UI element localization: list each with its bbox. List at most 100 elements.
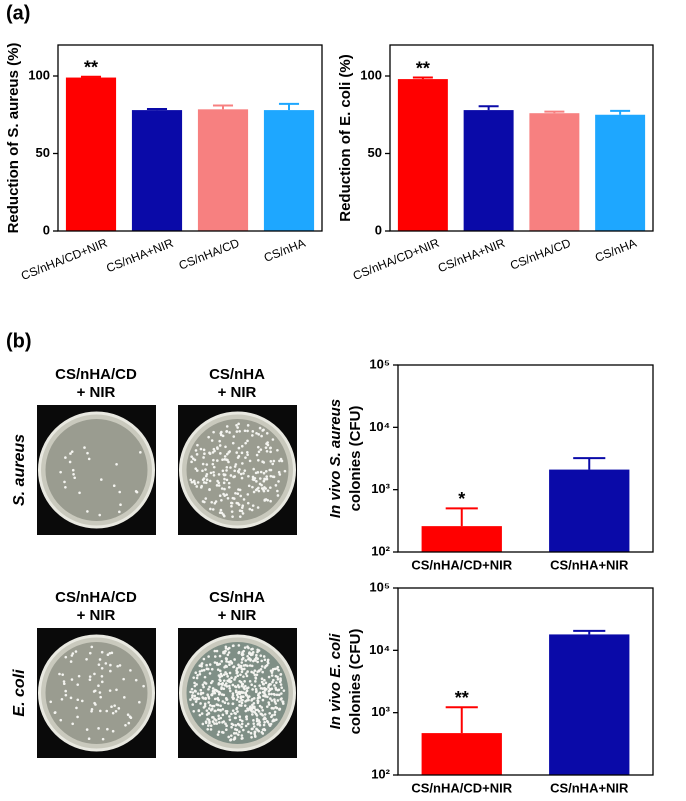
- colony: [260, 712, 263, 716]
- bar: [65, 77, 117, 231]
- colony: [228, 450, 232, 453]
- colony: [211, 687, 215, 690]
- panel-label: (b): [6, 330, 32, 352]
- colony: [240, 719, 244, 723]
- colony: [218, 439, 221, 443]
- colony: [259, 668, 263, 671]
- colony: [260, 665, 264, 668]
- colony: [274, 702, 278, 705]
- colony: [203, 704, 207, 708]
- colony: [234, 712, 237, 715]
- colony: [237, 650, 241, 654]
- colony: [191, 457, 195, 460]
- colony: [269, 486, 272, 489]
- y-axis-label: colonies (CFU): [347, 406, 364, 512]
- colony: [257, 450, 261, 454]
- colony: [258, 691, 262, 695]
- annotation: **: [455, 688, 469, 708]
- colony: [240, 661, 244, 664]
- colony: [254, 488, 258, 492]
- colony: [276, 494, 280, 497]
- plate-header: + NIR: [77, 607, 116, 624]
- colony: [235, 451, 239, 454]
- colony: [243, 680, 246, 683]
- colony: [257, 489, 261, 493]
- colony: [115, 688, 118, 692]
- x-tick-label: CS/nHA/CD: [508, 236, 573, 273]
- colony: [263, 678, 266, 682]
- colony: [252, 719, 255, 722]
- colony: [269, 460, 273, 463]
- bar: [197, 109, 249, 231]
- colony: [237, 733, 240, 736]
- colony: [221, 469, 225, 473]
- colony: [70, 654, 74, 657]
- colony: [245, 717, 248, 721]
- colony: [227, 735, 231, 739]
- colony: [237, 663, 240, 667]
- colony: [257, 458, 260, 462]
- colony: [241, 682, 245, 686]
- colony: [232, 435, 236, 438]
- colony: [240, 691, 244, 694]
- colony: [193, 694, 197, 698]
- colony: [194, 449, 198, 452]
- colony: [194, 690, 197, 693]
- colony: [189, 690, 192, 694]
- colony: [225, 425, 229, 428]
- colony: [228, 687, 231, 690]
- colony: [232, 475, 235, 479]
- colony: [249, 652, 252, 656]
- colony: [254, 676, 257, 679]
- colony: [253, 658, 257, 661]
- colony: [92, 690, 96, 693]
- colony: [256, 694, 260, 697]
- colony: [212, 447, 216, 451]
- colony: [251, 688, 254, 691]
- colony: [238, 515, 242, 518]
- colony: [239, 696, 243, 700]
- colony: [246, 654, 249, 658]
- colony: [273, 710, 277, 714]
- colony: [239, 494, 243, 498]
- colony: [260, 434, 263, 438]
- colony: [198, 670, 202, 673]
- colony: [229, 734, 233, 737]
- plate-header: CS/nHA: [209, 589, 265, 606]
- colony: [218, 721, 221, 724]
- colony: [240, 725, 243, 729]
- colony: [275, 681, 278, 684]
- colony: [268, 711, 271, 715]
- colony: [97, 727, 100, 730]
- colony: [224, 664, 228, 668]
- x-tick-label: CS/nHA+NIR: [436, 236, 507, 276]
- colony: [199, 447, 203, 451]
- colony: [190, 687, 194, 691]
- x-tick-label: CS/nHA/CD+NIR: [19, 236, 110, 283]
- colony: [270, 687, 274, 691]
- colony: [213, 697, 217, 701]
- colony: [261, 690, 265, 694]
- colony: [262, 479, 266, 483]
- colony: [237, 422, 240, 426]
- colony: [231, 515, 234, 518]
- colony: [106, 653, 110, 657]
- colony: [241, 736, 244, 740]
- colony: [242, 695, 245, 698]
- colony: [190, 455, 193, 458]
- colony: [264, 487, 268, 490]
- bar: [421, 733, 502, 775]
- colony: [228, 431, 231, 434]
- colony: [241, 512, 245, 515]
- x-tick-label: CS/nHA: [262, 236, 307, 265]
- colony: [215, 722, 219, 725]
- colony: [250, 735, 253, 739]
- y-tick-label: 10³: [371, 481, 390, 496]
- colony: [139, 451, 142, 454]
- colony: [205, 713, 209, 716]
- colony: [222, 651, 225, 655]
- colony: [207, 707, 211, 710]
- colony: [246, 670, 249, 673]
- plot-frame: [57, 44, 323, 232]
- colony: [76, 698, 80, 702]
